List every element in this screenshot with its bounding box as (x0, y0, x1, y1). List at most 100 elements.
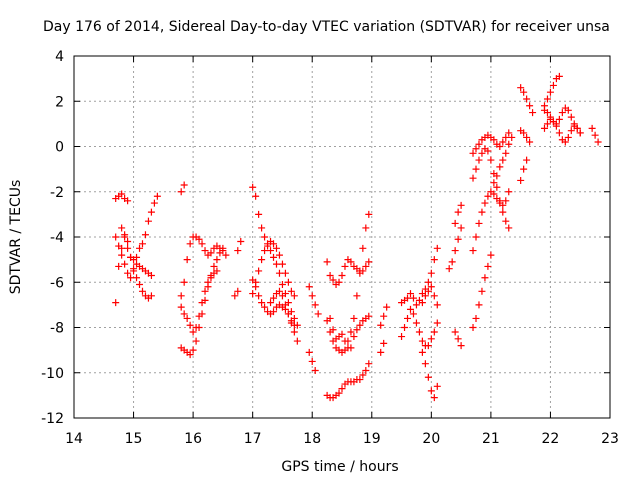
data-point (496, 197, 504, 205)
data-point (335, 278, 343, 286)
data-point (252, 278, 260, 286)
data-point (490, 136, 498, 144)
data-points (112, 72, 602, 402)
data-point (484, 192, 492, 200)
data-point (150, 199, 158, 207)
data-point (356, 267, 364, 275)
data-point (502, 217, 510, 225)
data-point (121, 260, 129, 268)
series-sat-w (398, 244, 441, 309)
data-point (192, 337, 200, 345)
data-point (502, 197, 510, 205)
data-point (281, 269, 289, 277)
data-point (496, 163, 504, 171)
data-point (136, 244, 144, 252)
data-point (401, 324, 409, 331)
data-point (478, 149, 486, 157)
data-point (287, 317, 295, 325)
series-sat-t (326, 312, 373, 352)
series-sat-ad (469, 188, 513, 255)
y-tick-label: -10 (41, 366, 64, 382)
series-sat-aa (445, 224, 465, 273)
series-sat-ai (517, 84, 537, 117)
x-tick-label: 18 (303, 431, 321, 447)
data-point (275, 269, 283, 277)
data-point (526, 102, 534, 110)
data-point (383, 303, 391, 311)
data-point (552, 122, 560, 130)
data-point (365, 360, 373, 368)
data-point (121, 233, 129, 241)
data-point (338, 330, 346, 338)
data-point (115, 262, 123, 270)
y-tick-label: -6 (50, 275, 64, 291)
data-point (475, 156, 483, 164)
data-point (198, 299, 206, 307)
data-point (475, 301, 483, 309)
series-sat-u (377, 303, 391, 329)
data-point (526, 138, 534, 146)
data-point (207, 249, 215, 257)
series-sat-l (249, 276, 301, 345)
data-point (472, 233, 480, 241)
series-sat-aj (517, 156, 531, 184)
data-point (448, 258, 456, 266)
data-point (270, 240, 278, 248)
data-point (183, 314, 191, 322)
data-point (258, 299, 266, 307)
data-point (377, 348, 385, 356)
series-sat-v (377, 339, 388, 356)
data-point (177, 188, 185, 196)
data-point (421, 292, 429, 300)
y-tick-label: -2 (50, 185, 64, 201)
series-sat-e (177, 181, 188, 196)
data-point (278, 260, 286, 268)
data-point (124, 197, 132, 205)
data-point (499, 201, 507, 209)
series-sat-af (469, 145, 513, 232)
data-point (412, 301, 420, 309)
y-axis-label: SDTVAR / TECUs (8, 180, 24, 295)
data-point (380, 339, 388, 347)
data-point (275, 287, 283, 295)
data-point (252, 192, 260, 200)
data-point (270, 308, 278, 316)
data-point (567, 127, 575, 135)
grid-lines (74, 56, 610, 418)
data-point (475, 140, 483, 148)
data-point (359, 244, 367, 252)
series-sat-i (234, 238, 245, 255)
data-point (255, 292, 263, 300)
data-point (517, 84, 525, 92)
y-tick-label: 2 (55, 94, 64, 110)
data-point (505, 140, 513, 148)
data-point (493, 183, 501, 191)
data-point (147, 271, 155, 279)
data-point (353, 326, 361, 334)
data-point (380, 312, 388, 320)
data-point (555, 115, 563, 123)
data-point (305, 283, 313, 291)
data-point (523, 95, 531, 103)
data-point (481, 199, 489, 207)
axis-ticks (73, 55, 611, 419)
y-tick-label: -12 (41, 411, 64, 427)
data-point (451, 328, 459, 336)
data-point (147, 292, 155, 300)
data-point (112, 299, 120, 307)
data-point (469, 324, 477, 331)
x-tick-label: 19 (363, 431, 381, 447)
data-point (430, 394, 438, 402)
data-point (424, 342, 432, 350)
data-point (335, 389, 343, 397)
data-point (427, 283, 435, 291)
data-point (261, 233, 269, 241)
data-point (418, 337, 426, 345)
data-point (409, 310, 417, 318)
data-point (529, 109, 537, 117)
data-point (124, 269, 132, 277)
data-point (192, 324, 200, 331)
series-sat-n (267, 287, 298, 329)
series-sat-an (540, 115, 584, 146)
data-point (404, 314, 412, 322)
